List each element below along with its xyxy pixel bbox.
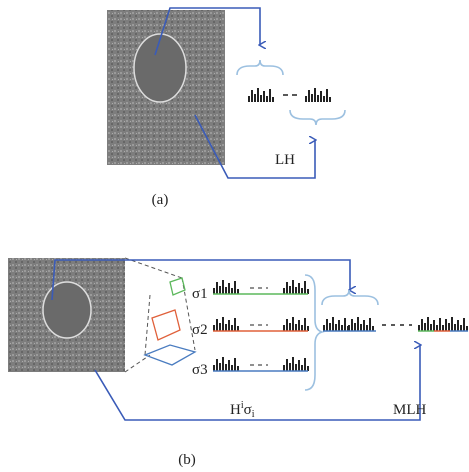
panel-a: LH (a) (107, 8, 345, 208)
caption: (a) (152, 192, 169, 208)
diagram: LH (a) σ1 σ2 σ3 Hi (0, 0, 469, 472)
hist-label-sub: i (252, 409, 255, 420)
brace (237, 60, 283, 75)
brace (290, 110, 345, 125)
panel-b: σ1 σ2 σ3 Hiσi MLH (b) (8, 258, 468, 468)
scale-label: σ2 (192, 322, 208, 338)
histogram (248, 88, 274, 102)
label: LH (275, 152, 295, 168)
hist-label-sigma: σ (244, 402, 252, 418)
hist-label: Hiσi (230, 400, 255, 420)
hist-label-main: H (230, 402, 241, 418)
image-ring (134, 34, 186, 102)
label: MLH (393, 402, 427, 418)
caption: (b) (178, 452, 196, 468)
arrow (95, 345, 420, 420)
brace (322, 290, 378, 305)
image-ring (43, 282, 91, 338)
histogram (305, 88, 331, 102)
scale-label: σ3 (192, 362, 208, 378)
scale-label: σ1 (192, 286, 208, 302)
